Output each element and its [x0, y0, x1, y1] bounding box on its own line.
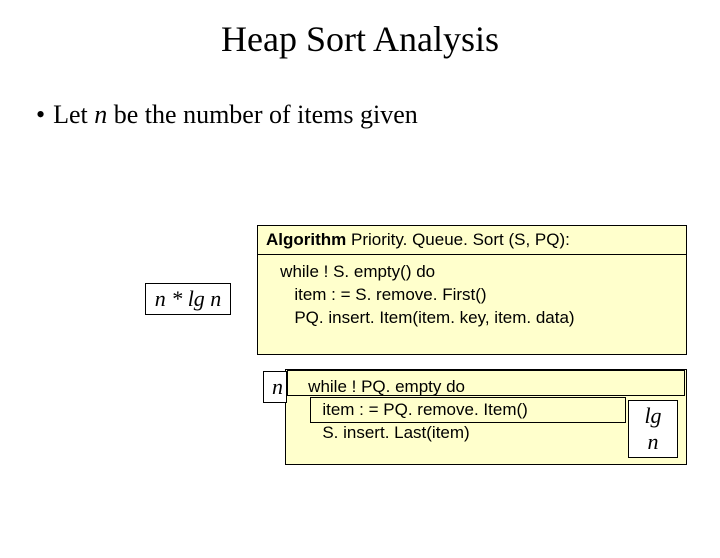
highlight-overlay-1 [287, 370, 685, 396]
label-n-lg-n: n * lg n [145, 283, 231, 315]
bullet-suffix: be the number of items given [107, 100, 417, 129]
label-lg-n: lg n [628, 400, 678, 458]
page-title: Heap Sort Analysis [0, 18, 720, 60]
label-n-text: n [272, 374, 283, 399]
bullet-line: • Let n be the number of items given [36, 100, 720, 130]
algorithm-body-1: while ! S. empty() do item : = S. remove… [258, 255, 686, 338]
algorithm-header: Algorithm Priority. Queue. Sort (S, PQ): [258, 226, 686, 255]
algorithm-box-1: Algorithm Priority. Queue. Sort (S, PQ):… [257, 225, 687, 355]
bullet-dot: • [36, 100, 45, 129]
label-n-lg-n-text: n * lg n [155, 286, 222, 311]
algorithm-keyword: Algorithm [266, 230, 346, 249]
bullet-n: n [94, 100, 107, 129]
algorithm-signature: Priority. Queue. Sort (S, PQ): [346, 230, 570, 249]
bullet-prefix: Let [53, 100, 94, 129]
label-n: n [263, 371, 287, 403]
label-lg-n-text: lg n [644, 403, 661, 454]
highlight-overlay-2 [310, 397, 626, 423]
